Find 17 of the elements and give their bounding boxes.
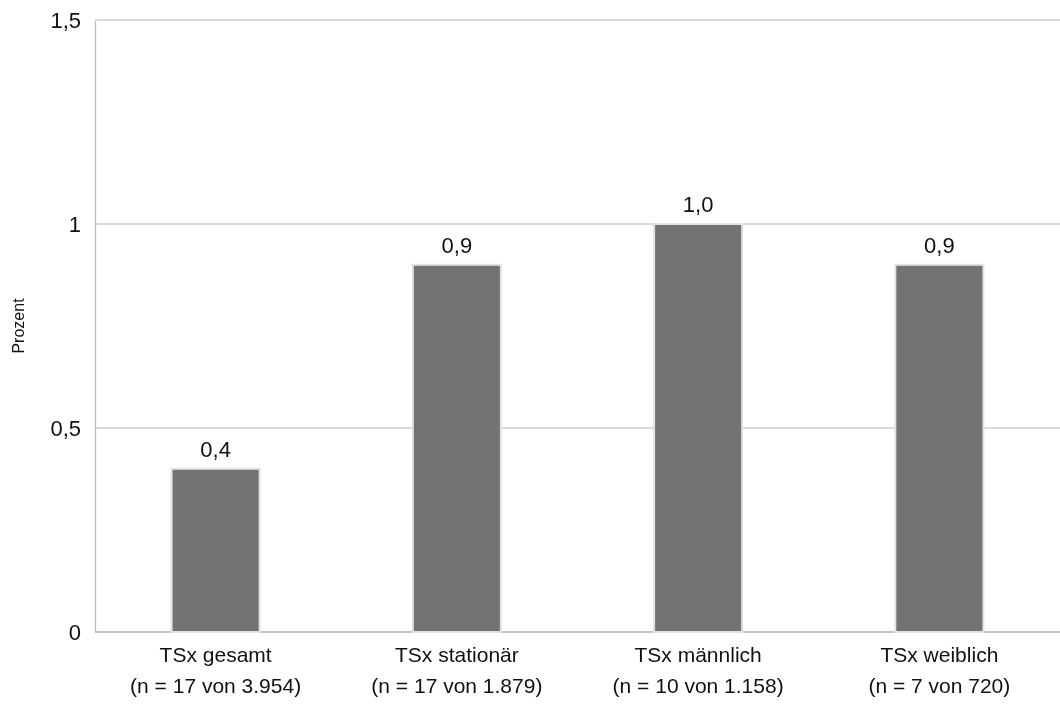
y-tick-label: 1,5 [50, 7, 81, 33]
data-label: 0,9 [924, 232, 955, 258]
x-tick-label: TSx gesamt (n = 17 von 3.954) [130, 643, 302, 697]
y-axis-title: Prozent [10, 297, 27, 354]
y-tick-label: 1 [68, 211, 81, 237]
bar [894, 263, 985, 633]
x-tick-label: TSx weiblich (n = 7 von 720) [868, 643, 1011, 697]
bar [411, 263, 502, 633]
y-tick-label: 0,5 [50, 415, 81, 441]
y-tick-label: 0 [68, 619, 81, 645]
data-label: 0,4 [200, 436, 231, 462]
data-label: 0,9 [441, 232, 473, 258]
x-tick-label: TSx stationär (n = 17 von 1.879) [371, 643, 543, 697]
x-tick-label: TSx männlich (n = 10 von 1.158) [612, 643, 784, 697]
bar [170, 467, 261, 633]
bar [653, 223, 744, 633]
data-label: 1,0 [682, 192, 714, 217]
